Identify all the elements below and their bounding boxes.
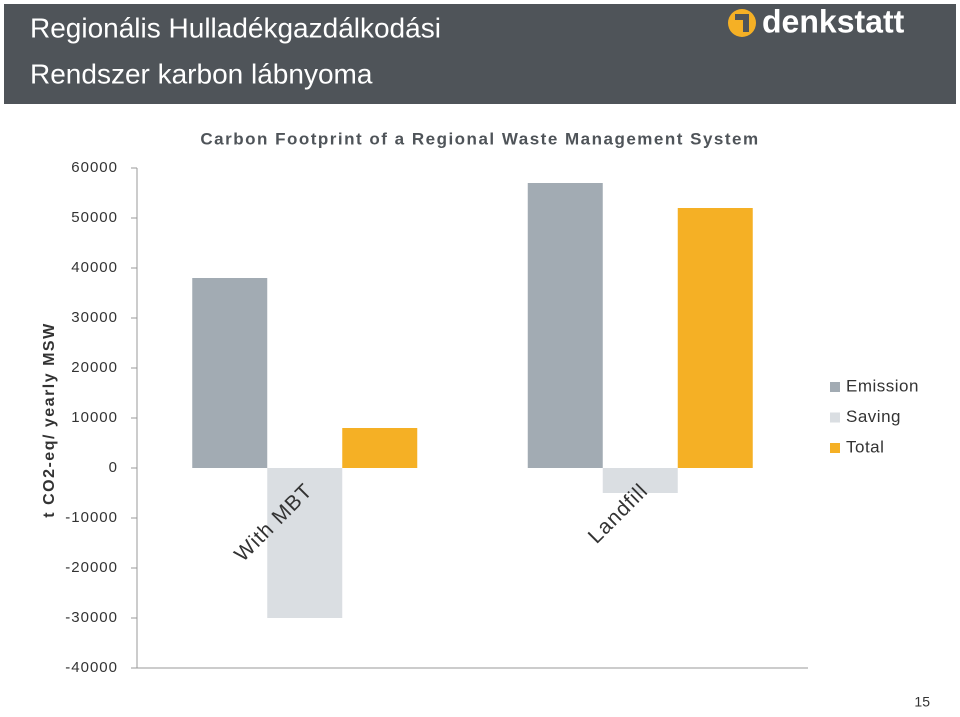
logo: denkstatt xyxy=(728,3,905,39)
y-tick-label: 0 xyxy=(109,459,118,476)
legend-label: Saving xyxy=(846,407,901,426)
logo-icon-cut xyxy=(735,14,749,32)
legend-swatch xyxy=(830,382,840,392)
y-tick-label: -10000 xyxy=(65,509,118,526)
logo-icon xyxy=(728,9,756,37)
y-tick-label: 30000 xyxy=(71,309,118,326)
y-tick-label: -30000 xyxy=(65,609,118,626)
y-tick-label: 10000 xyxy=(71,409,118,426)
chart-title: Carbon Footprint of a Regional Waste Man… xyxy=(200,129,759,148)
legend-label: Emission xyxy=(846,376,919,395)
bar xyxy=(527,183,603,468)
y-tick-label: 40000 xyxy=(71,259,118,276)
y-axis-label: t CO2-eq/ yearly MSW xyxy=(41,322,58,517)
legend-label: Total xyxy=(846,437,884,456)
y-tick-label: 60000 xyxy=(71,159,118,176)
y-tick-label: -20000 xyxy=(65,559,118,576)
header-band xyxy=(4,4,956,104)
slide-title: Regionális Hulladékgazdálkodási xyxy=(30,12,441,43)
logo-text: denkstatt xyxy=(762,3,905,39)
bar xyxy=(267,468,343,618)
bar xyxy=(677,208,753,468)
y-tick-label: 20000 xyxy=(71,359,118,376)
bar xyxy=(192,278,268,468)
legend-swatch xyxy=(830,443,840,453)
bar xyxy=(602,468,678,493)
slide-title: Rendszer karbon lábnyoma xyxy=(30,58,373,89)
y-tick-label: 50000 xyxy=(71,209,118,226)
y-tick-label: -40000 xyxy=(65,659,118,676)
page-number: 15 xyxy=(914,694,930,710)
bar xyxy=(342,428,418,468)
legend-swatch xyxy=(830,412,840,423)
